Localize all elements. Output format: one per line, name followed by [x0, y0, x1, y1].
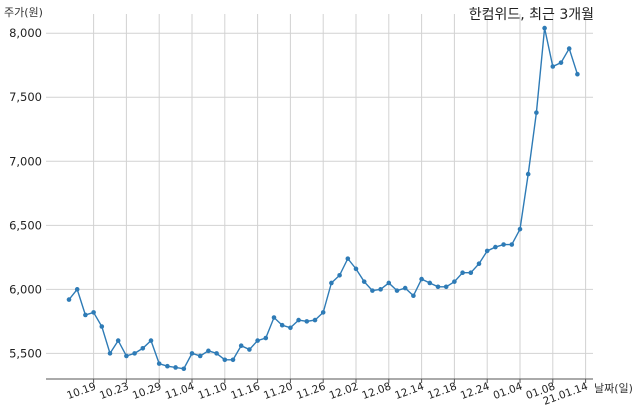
data-point — [558, 60, 564, 65]
data-point — [370, 288, 375, 293]
data-point — [484, 248, 490, 254]
data-point — [83, 312, 88, 318]
x-tick-label: 10.23 — [98, 381, 130, 403]
data-point — [402, 285, 408, 291]
y-axis-label: 주가(원) — [4, 6, 43, 19]
data-point — [468, 270, 474, 276]
x-tick-label: 11.26 — [295, 380, 328, 402]
data-point — [476, 261, 482, 267]
x-tick-label: 12.08 — [360, 381, 392, 403]
data-point — [148, 338, 154, 343]
y-tick-label: 8,000 — [9, 26, 42, 40]
chart-title: 한컴위드, 최근 3개월 — [468, 7, 594, 23]
data-point — [255, 338, 260, 343]
data-point — [493, 244, 498, 250]
data-point — [140, 345, 146, 351]
data-point — [386, 280, 392, 286]
data-point — [238, 343, 244, 349]
x-tick-label: 11.16 — [229, 380, 262, 402]
data-point — [329, 280, 334, 286]
x-tick-label: 01.04 — [492, 380, 525, 402]
data-point — [312, 317, 318, 323]
y-tick-label: 7,500 — [9, 90, 42, 104]
data-point — [115, 338, 121, 343]
y-tick-label: 6,500 — [9, 218, 42, 232]
data-point — [435, 284, 441, 290]
data-point — [460, 270, 465, 276]
x-tick-label: 12.02 — [328, 381, 360, 403]
y-tick-label: 6,000 — [9, 282, 42, 296]
data-point — [230, 357, 236, 363]
data-point — [337, 272, 342, 278]
x-tick-label: 10.29 — [131, 381, 163, 403]
data-point — [271, 315, 277, 320]
data-point — [214, 351, 219, 356]
data-point — [566, 46, 572, 51]
y-tick-label: 7,000 — [9, 154, 42, 168]
data-point — [517, 226, 523, 232]
axes — [46, 378, 593, 383]
x-axis-label: 날짜(일) — [594, 382, 633, 395]
data-point — [509, 242, 515, 247]
data-point — [550, 64, 556, 69]
data-point — [173, 365, 178, 370]
x-tick-label: 12.24 — [459, 380, 492, 402]
y-tick-label: 5,500 — [9, 346, 42, 360]
x-tick-label: 11.10 — [196, 381, 228, 403]
data-point — [411, 293, 416, 299]
data-point — [443, 284, 449, 290]
x-tick-labels: 10.19 10.23 10.29 11.04 11.10 11.16 11.20 11.26… — [65, 380, 590, 407]
data-point — [525, 171, 531, 177]
data-point — [132, 351, 137, 356]
data-point — [394, 288, 400, 293]
data-point — [452, 279, 457, 284]
x-tick-label: 12.18 — [426, 381, 458, 403]
data-point — [361, 279, 367, 284]
data-point — [534, 110, 539, 115]
data-point — [279, 322, 285, 328]
data-point — [181, 366, 187, 372]
x-tick-label: 10.19 — [65, 381, 97, 403]
y-tick-labels: 5,500 6,000 6,500 7,000 7,500 8,000 — [9, 26, 42, 360]
grid-lines — [46, 14, 593, 379]
data-point — [156, 361, 162, 366]
data-point — [501, 242, 506, 247]
data-point — [353, 266, 359, 272]
data-point — [66, 297, 72, 302]
data-point — [542, 25, 547, 31]
data-point — [124, 353, 129, 359]
data-point — [427, 280, 433, 286]
x-tick-label: 12.14 — [393, 380, 426, 402]
data-point — [575, 71, 580, 77]
data-point — [345, 256, 351, 261]
data-point — [296, 317, 301, 323]
data-point — [263, 335, 269, 341]
data-point — [304, 319, 310, 324]
data-point — [165, 363, 170, 369]
series-price — [66, 25, 580, 372]
data-point — [222, 357, 228, 363]
x-tick-label: 11.20 — [262, 381, 294, 403]
data-point — [107, 351, 113, 356]
data-point — [320, 310, 326, 315]
data-point — [197, 353, 203, 359]
x-tick-label: 11.04 — [164, 380, 197, 402]
data-point — [419, 276, 424, 282]
data-point — [247, 347, 252, 352]
data-point — [99, 324, 105, 329]
data-point — [74, 287, 80, 292]
data-point — [189, 351, 195, 356]
data-point — [91, 310, 96, 315]
data-point — [288, 325, 293, 331]
data-point — [206, 348, 211, 354]
data-point — [378, 287, 383, 292]
